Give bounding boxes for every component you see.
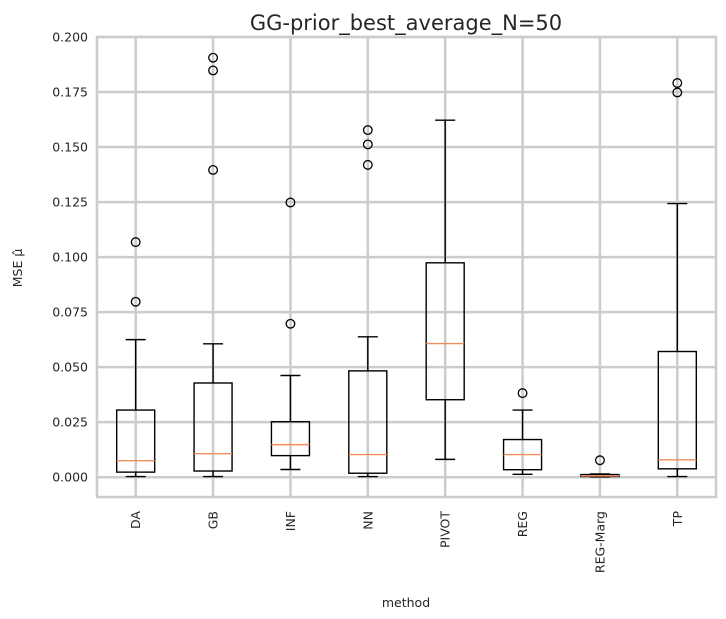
x-tick-label: DA xyxy=(128,511,143,529)
outlier-point xyxy=(285,318,296,329)
outlier-point xyxy=(208,52,219,63)
box-pivot xyxy=(425,262,465,401)
x-tick-label: TP xyxy=(670,511,685,528)
x-tick-label: NN xyxy=(360,511,375,530)
y-tick-label: 0.100 xyxy=(52,250,88,265)
box-tp xyxy=(657,350,698,470)
outlier-point xyxy=(130,237,141,248)
y-tick-labels: 0.000 0.025 0.050 0.075 0.100 0.125 0.150 0.175… xyxy=(52,30,88,485)
outlier-point xyxy=(517,388,528,399)
outlier-point xyxy=(594,455,605,466)
outlier-point xyxy=(130,296,141,307)
outlier-point xyxy=(362,159,373,170)
chart-title: GG-prior_best_average_N=50 xyxy=(250,11,562,36)
y-tick-label: 0.125 xyxy=(52,195,88,210)
box-inf xyxy=(270,421,311,457)
y-tick-label: 0.175 xyxy=(52,85,88,100)
x-tick-label: GB xyxy=(206,511,221,529)
x-axis-label: method xyxy=(382,595,430,610)
x-tick-label: REG xyxy=(515,511,530,537)
x-tick-label: INF xyxy=(283,511,298,531)
plot-frame xyxy=(95,35,718,499)
box-gb xyxy=(193,382,233,472)
box-nn xyxy=(348,370,388,474)
y-tick-label: 0.075 xyxy=(52,305,88,320)
y-tick-label: 0.150 xyxy=(52,140,88,155)
y-tick-label: 0.050 xyxy=(52,360,88,375)
y-tick-label: 0.025 xyxy=(52,415,88,430)
y-tick-label: 0.000 xyxy=(52,470,88,485)
outlier-point xyxy=(208,164,219,175)
x-tick-labels: DA GB INF NN PIVOT REG REG-Marg TP xyxy=(128,511,685,574)
boxes xyxy=(115,52,698,478)
y-axis-label: MSE μ̂ xyxy=(10,249,25,288)
x-tick-label: REG-Marg xyxy=(592,511,607,573)
outlier-point xyxy=(672,87,683,98)
outlier-point xyxy=(362,125,373,136)
x-tick-label: PIVOT xyxy=(438,511,453,548)
outlier-point xyxy=(285,197,296,208)
outlier-point xyxy=(208,65,219,76)
outlier-point xyxy=(362,139,373,150)
y-tick-label: 0.200 xyxy=(52,30,88,45)
outlier-point xyxy=(672,78,683,88)
box-da xyxy=(115,409,156,473)
